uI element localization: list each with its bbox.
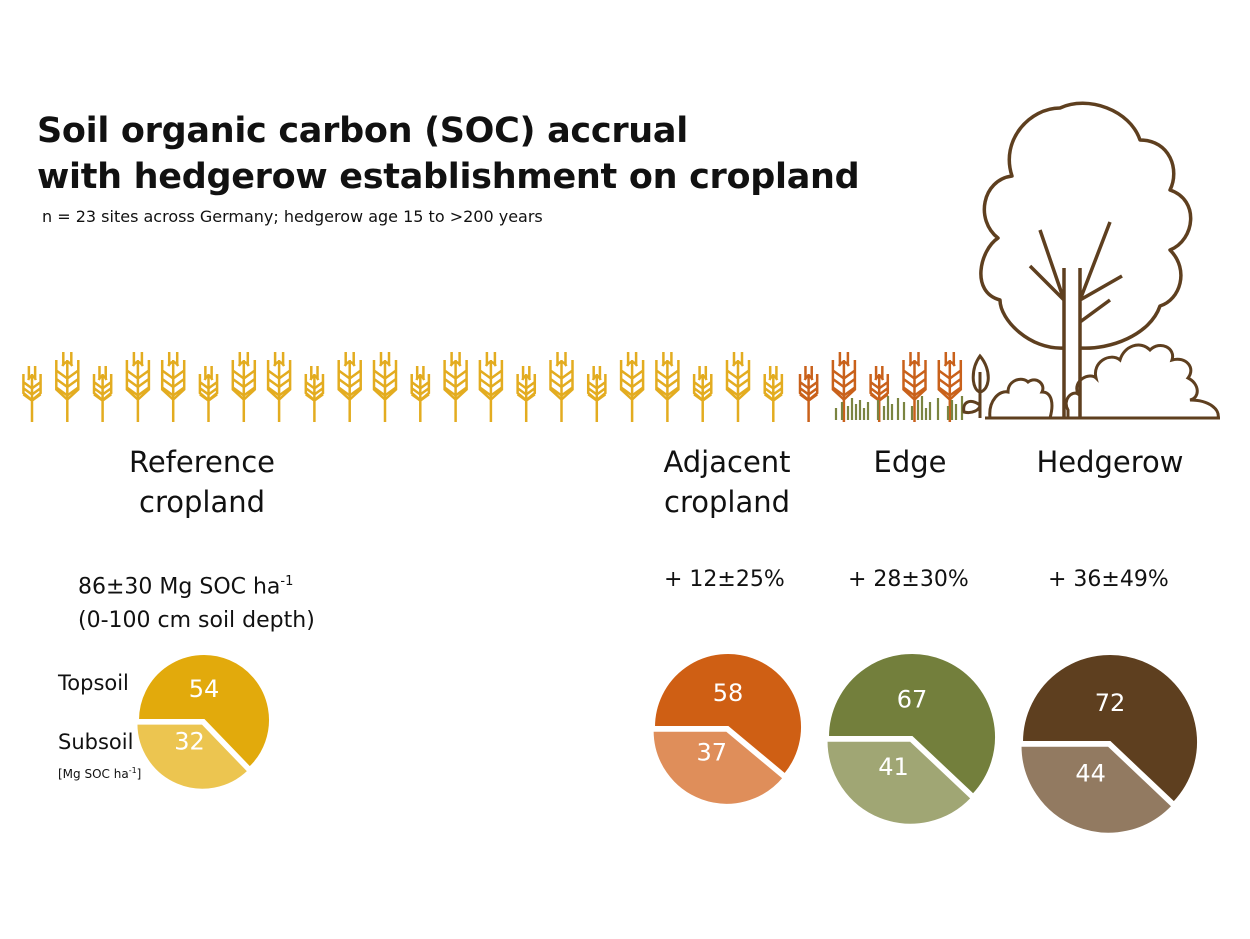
pie-slice-topsoil [1020,653,1199,804]
pie-label-topsoil: 72 [1095,689,1126,717]
pie-slice-subsoil [1019,744,1174,835]
zone-label-line: Reference [128,445,276,479]
legend-subsoil: Subsoil [58,730,134,754]
wheat-icon [478,352,504,422]
pie-chart: 58 37 [651,652,803,806]
pie-label-subsoil: 44 [1075,760,1106,788]
zone-label-line: Adjacent [663,445,791,479]
zone-label-adjacent: Adjacent cropland [627,442,827,522]
wheat-icon [831,352,857,422]
pie-chart: 54 32 [135,653,271,791]
legend-topsoil: Topsoil [58,671,129,695]
wheat-icon [55,352,80,422]
wheat-icon [198,366,219,422]
page-title: Soil organic carbon (SOC) accrual with h… [37,108,860,200]
bush-icon [962,343,1220,420]
wheat-icon [410,366,431,422]
pie-slice-subsoil [651,729,785,806]
wheat-icon [763,366,784,422]
title-line-2: with hedgerow establishment on cropland [37,157,860,197]
pie-slice-topsoil [652,652,803,776]
wheat-icon [619,352,645,422]
zone-label-line: cropland [664,485,790,519]
unit-bracket: ] [136,767,142,781]
pie-chart: 72 44 [1019,653,1199,835]
soc-pie-charts: 54 32 58 37 67 41 72 44 [135,652,1199,835]
wheat-icon [231,352,257,422]
wheat-icon [655,352,680,422]
reference-stock-value: 86±30 Mg SOC ha [78,574,281,600]
zone-label-hedgerow: Hedgerow [1036,445,1184,479]
wheat-icon [549,352,574,422]
tree-icon [979,101,1193,418]
unit-text: [Mg SOC ha [58,767,129,781]
wheat-icon [266,352,292,422]
change-hedgerow: + 36±49% [1048,567,1169,592]
reference-stock: 86±30 Mg SOC ha-1 (0-100 cm soil depth) [78,565,315,638]
wheat-icon [692,366,713,422]
wheat-row-icon [22,352,963,422]
reference-depth: (0-100 cm soil depth) [78,608,315,634]
pie-chart: 67 41 [825,652,997,826]
wheat-icon [443,352,468,422]
wheat-icon [937,352,963,422]
wheat-icon [160,352,186,422]
wheat-icon [902,352,927,422]
legend-unit: [Mg SOC ha-1] [58,766,141,781]
pie-label-topsoil: 58 [713,679,744,707]
pie-label-subsoil: 32 [174,728,205,756]
wheat-icon [22,366,42,422]
wheat-icon [516,366,537,422]
pie-label-subsoil: 37 [696,738,727,766]
unit-exponent: -1 [280,574,294,589]
pie-label-topsoil: 54 [189,675,220,703]
title-line-1: Soil organic carbon (SOC) accrual [37,111,688,151]
change-edge: + 28±30% [848,567,969,592]
wheat-icon [586,366,607,422]
pie-slice-subsoil [825,739,974,826]
zone-label-reference: Reference cropland [102,442,302,522]
pie-label-topsoil: 67 [897,686,928,714]
pie-slice-topsoil [136,653,271,769]
wheat-icon [125,352,151,422]
wheat-icon [798,366,819,422]
wheat-icon [869,366,890,422]
subtitle: n = 23 sites across Germany; hedgerow ag… [42,207,543,226]
wheat-icon [92,366,113,422]
pie-slice-topsoil [826,652,997,797]
zone-label-edge: Edge [873,445,947,479]
wheat-icon [337,352,362,422]
pie-label-subsoil: 41 [878,753,909,781]
wheat-icon [304,366,325,422]
unit-exponent: -1 [128,766,137,775]
wheat-icon [725,352,751,422]
grass-icon [834,396,964,420]
zone-label-line: cropland [139,485,265,519]
change-adjacent: + 12±25% [664,567,785,592]
pie-slice-subsoil [135,722,250,791]
wheat-icon [372,352,398,422]
